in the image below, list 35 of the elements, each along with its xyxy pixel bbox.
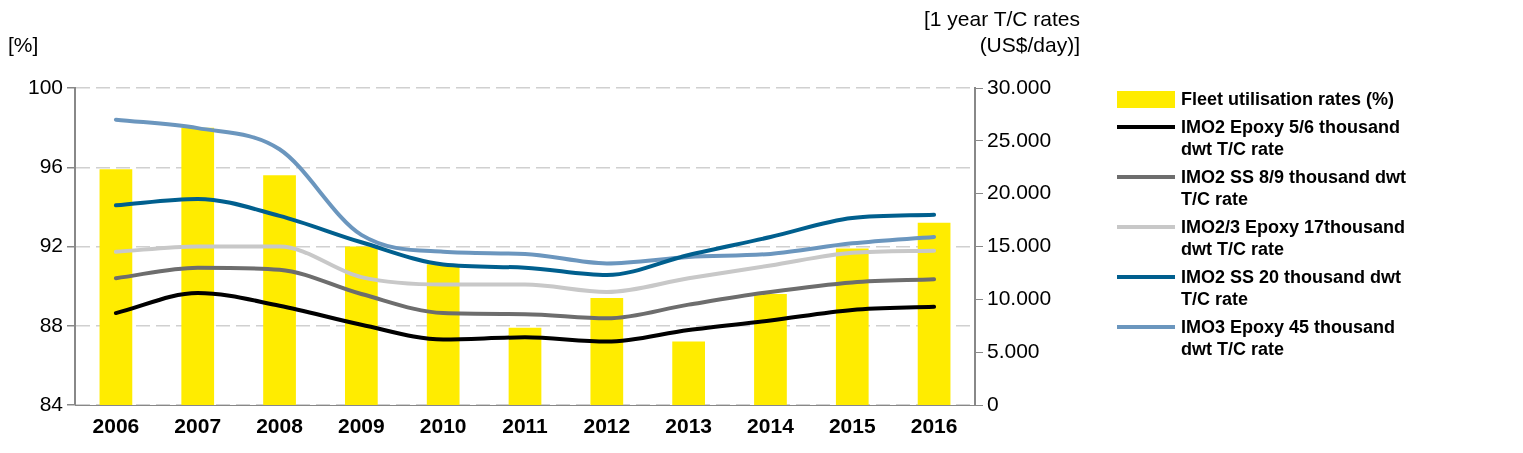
line-series — [113, 290, 937, 344]
line-series — [113, 196, 937, 278]
y2-tick-label: 30.000 — [987, 74, 1052, 98]
legend-label: IMO3 Epoxy 45 thousand dwt T/C rate — [1181, 316, 1397, 360]
y2-tick-label: 5.000 — [987, 338, 1040, 362]
legend-label: IMO2/3 Epoxy 17thousand dwt T/C rate — [1181, 216, 1407, 260]
x-tick-label: 2007 — [174, 414, 222, 438]
x-tick-label: 2012 — [583, 414, 631, 438]
x-tick-label: 2015 — [828, 414, 876, 438]
legend-label: Fleet utilisation rates (%) — [1181, 88, 1395, 110]
legend-label: IMO2 Epoxy 5/6 thousand dwt T/C rate — [1181, 116, 1402, 160]
x-tick-label: 2014 — [747, 414, 795, 438]
y2-tick-label: 0 — [987, 391, 999, 415]
y2-tick-label: 10.000 — [987, 286, 1052, 310]
x-tick-label: 2009 — [338, 414, 385, 438]
x-tick-label: 2016 — [910, 414, 958, 438]
x-tick-label: 2008 — [256, 414, 304, 438]
y-tick-label: 84 — [39, 391, 64, 415]
y2-tick-label: 25.000 — [987, 127, 1052, 151]
y-tick-label: 100 — [27, 74, 63, 98]
x-tick-label: 2013 — [665, 414, 712, 438]
x-tick-label: 2011 — [502, 414, 549, 438]
y2-axis-title: [1 year T/C rates (US$/day)] — [923, 7, 1080, 56]
y2-tick-label: 15.000 — [987, 233, 1052, 257]
line-series — [113, 265, 937, 321]
y-tick-label: 92 — [39, 233, 63, 257]
y-tick-label: 96 — [39, 154, 63, 178]
legend-label: IMO2 SS 20 thousand dwt T/C rate — [1181, 266, 1403, 310]
y2-tick-label: 20.000 — [987, 180, 1052, 204]
line-series — [113, 117, 937, 266]
legend-label: IMO2 SS 8/9 thousand dwt T/C rate — [1181, 166, 1408, 210]
y-tick-label: 88 — [39, 312, 63, 336]
y-axis-title: [%] — [8, 33, 39, 56]
x-tick-label: 2006 — [92, 414, 140, 438]
x-tick-label: 2010 — [419, 414, 467, 438]
